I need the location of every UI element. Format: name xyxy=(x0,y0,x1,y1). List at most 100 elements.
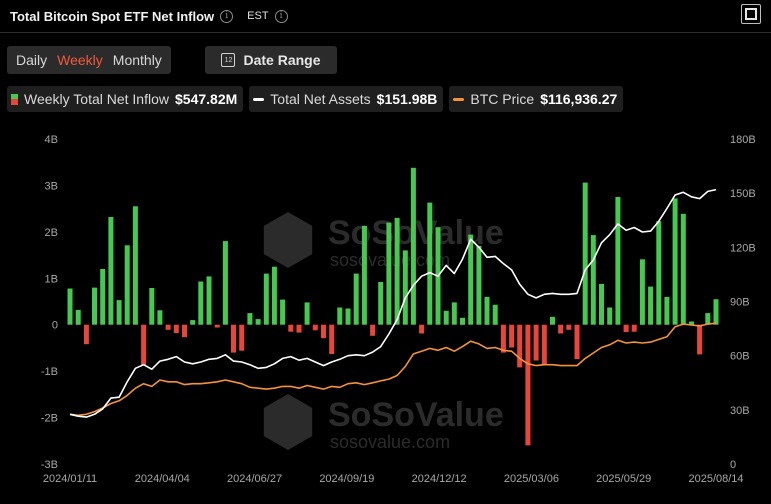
inflow-bar xyxy=(460,317,465,325)
inflow-bar xyxy=(173,324,179,334)
right-axis-tick-label: 150B xyxy=(730,188,756,200)
info-icon[interactable]: i xyxy=(220,9,234,23)
inflow-bar xyxy=(312,324,318,331)
inflow-bar xyxy=(468,234,474,325)
inflow-bar xyxy=(263,273,269,325)
inflow-bar xyxy=(582,182,588,325)
date-range-button[interactable]: 12 Date Range xyxy=(205,46,337,74)
inflow-bar xyxy=(271,266,277,325)
x-axis-tick-label: 2025/03/06 xyxy=(504,473,559,485)
legend-item-weekly-inflow[interactable]: Weekly Total Net Inflow $547.82M xyxy=(7,86,244,112)
legend-name: Weekly Total Net Inflow xyxy=(24,91,169,107)
inflow-bar xyxy=(239,324,245,351)
left-axis-tick-label: -2B xyxy=(41,413,58,425)
fullscreen-button[interactable] xyxy=(741,4,761,24)
inflow-bar xyxy=(517,324,523,368)
inflow-bar xyxy=(141,324,147,366)
inflow-bar xyxy=(402,250,408,325)
inflow-bar xyxy=(304,302,310,325)
x-axis-tick-label: 2024/12/12 xyxy=(412,473,467,485)
inflow-bar xyxy=(255,319,261,325)
inflow-bar xyxy=(484,296,490,325)
watermark-brand: SoSoValue xyxy=(328,396,504,434)
chart-title: Total Bitcoin Spot ETF Net Inflow xyxy=(10,8,215,24)
inflow-bar xyxy=(231,324,236,353)
period-daily-button[interactable]: Daily xyxy=(16,52,48,68)
inflow-bar xyxy=(558,324,564,334)
legend-name: Total Net Assets xyxy=(270,91,371,107)
inflow-bar xyxy=(509,324,515,348)
inflow-bar xyxy=(337,307,343,325)
watermark-logo-icon xyxy=(263,394,313,450)
inflow-bar xyxy=(697,324,703,355)
inflow-bar xyxy=(427,202,433,325)
legend: Weekly Total Net Inflow $547.82M Total N… xyxy=(7,86,624,112)
inflow-bar xyxy=(451,302,457,325)
btc-price-line xyxy=(69,322,717,417)
legend-value: $116,936.27 xyxy=(540,91,618,107)
right-axis-tick-label: 0 xyxy=(730,459,736,471)
inflow-bar xyxy=(206,276,212,325)
right-axis-tick-label: 180B xyxy=(730,134,756,146)
inflow-bar xyxy=(476,245,482,325)
left-axis-tick-label: -1B xyxy=(41,366,58,378)
date-range-label: Date Range xyxy=(243,52,321,68)
inflow-bar xyxy=(680,213,686,325)
x-axis-tick-label: 2024/09/19 xyxy=(319,473,374,485)
inflow-bar xyxy=(100,269,106,325)
legend-name: BTC Price xyxy=(470,91,535,107)
legend-value: $151.98B xyxy=(376,91,438,107)
timezone-info-icon[interactable]: i xyxy=(274,9,288,23)
inflow-bar xyxy=(664,296,670,325)
legend-value: $547.82M xyxy=(175,91,238,107)
line-swatch-icon xyxy=(453,97,465,101)
inflow-bar xyxy=(222,241,228,325)
inflow-bar xyxy=(386,222,392,325)
left-axis-tick-label: 0 xyxy=(52,320,58,332)
legend-item-btc-price[interactable]: BTC Price $116,936.27 xyxy=(449,86,624,112)
inflow-bar xyxy=(157,310,163,325)
period-monthly-button[interactable]: Monthly xyxy=(112,52,162,68)
inflow-bar xyxy=(132,206,138,325)
inflow-bar xyxy=(550,316,555,325)
legend-item-total-net-assets[interactable]: Total Net Assets $151.98B xyxy=(249,86,444,112)
inflow-bar xyxy=(590,235,596,325)
inflow-bar xyxy=(419,324,425,334)
x-axis-tick-label: 2024/01/11 xyxy=(43,473,97,485)
inflow-bar xyxy=(108,217,114,325)
inflow-bar xyxy=(689,321,694,325)
inflow-bar xyxy=(288,324,294,332)
inflow-bar xyxy=(75,309,81,325)
inflow-bar xyxy=(443,310,449,325)
timezone-label: EST xyxy=(247,10,269,22)
inflow-bar xyxy=(92,287,97,325)
left-axis-tick-label: -3B xyxy=(41,459,58,471)
left-axis-tick-label: 4B xyxy=(45,134,58,146)
inflow-bar xyxy=(705,313,711,325)
right-axis-tick-label: 60B xyxy=(730,351,750,363)
inflow-bar xyxy=(713,299,719,325)
inflow-bar xyxy=(500,324,506,353)
inflow-bar xyxy=(607,307,613,325)
header-divider xyxy=(0,32,771,33)
x-axis-tick-label: 2024/04/04 xyxy=(135,473,190,485)
left-axis-tick-label: 2B xyxy=(45,227,58,239)
inflow-bar xyxy=(149,288,155,325)
period-weekly-button[interactable]: Weekly xyxy=(57,52,103,68)
calendar-icon: 12 xyxy=(221,53,236,67)
inflow-bar xyxy=(631,324,637,332)
inflow-bar xyxy=(247,313,253,325)
inflow-bar xyxy=(165,324,171,330)
inflow-bar xyxy=(321,324,326,339)
inflow-bar xyxy=(410,167,416,325)
inflow-bar xyxy=(190,320,196,325)
total-net-assets-line xyxy=(69,188,717,418)
inflow-bar xyxy=(378,282,384,325)
inflow-bar xyxy=(296,324,302,333)
inflow-bar xyxy=(566,324,572,330)
period-selector: Daily Weekly Monthly xyxy=(7,46,171,74)
inflow-bar xyxy=(345,308,351,325)
right-axis-tick-label: 90B xyxy=(730,297,750,309)
